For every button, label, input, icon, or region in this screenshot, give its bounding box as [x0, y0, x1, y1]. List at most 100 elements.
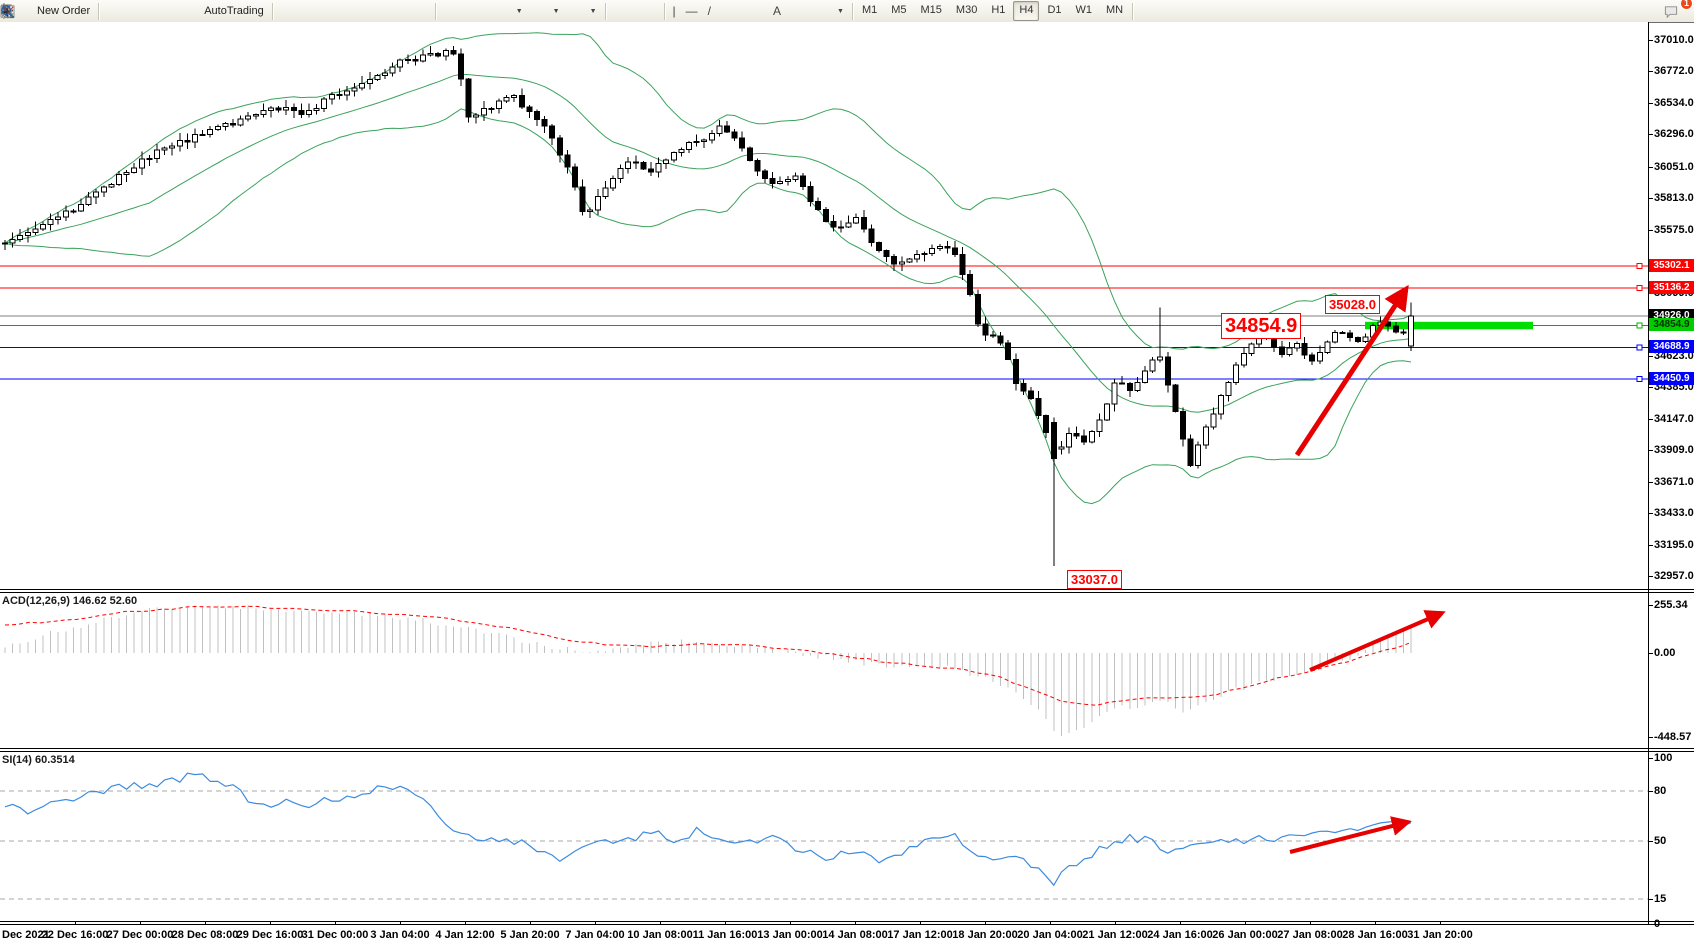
axis-tick — [1648, 134, 1653, 135]
axis-tick-label: 35813.0 — [1654, 192, 1694, 204]
time-axis-label: 27 Jan 08:00 — [1277, 929, 1343, 941]
autotrading-button[interactable]: AutoTrading — [0, 0, 269, 22]
axis-tick-label: 33433.0 — [1654, 507, 1694, 519]
timeframe-button-m15[interactable]: M15 — [920, 4, 942, 16]
time-tick — [920, 921, 921, 925]
axis-tick-label: 33671.0 — [1654, 476, 1694, 488]
bar-chart-icon — [1, 3, 297, 19]
zoom-in-button[interactable] — [1, 0, 380, 22]
label-tool-button[interactable]: T — [0, 0, 812, 22]
auto-scroll-button[interactable] — [0, 0, 465, 22]
svg-text:T: T — [4, 7, 11, 18]
trend-arrow-rsi — [1289, 816, 1412, 854]
signal-icon — [3, 3, 175, 19]
cursor-icon — [3, 3, 630, 19]
new-order-button[interactable]: New Order — [1, 0, 95, 22]
timeframe-button-d1[interactable]: D1 — [1047, 4, 1062, 16]
new-chart-button[interactable]: ▼ — [1, 0, 528, 22]
axis-tick — [1648, 450, 1653, 451]
time-axis-label: 3 Jan 04:00 — [370, 929, 430, 941]
time-axis-label: 29 Dec 16:00 — [236, 929, 304, 941]
price-annotation-label[interactable]: 33037.0 — [1067, 570, 1122, 589]
line-chart-button[interactable] — [0, 0, 354, 22]
separator — [98, 2, 100, 20]
bar-chart-button[interactable] — [1, 0, 302, 22]
axis-tick — [1648, 605, 1653, 606]
axis-tick-label: 33909.0 — [1654, 444, 1694, 456]
time-axis-label: 22 Dec 16:00 — [41, 929, 109, 941]
time-tick — [335, 921, 336, 925]
toolbar: New Order AutoTrading — [0, 0, 1694, 23]
crosshair-tool-button[interactable] — [0, 0, 661, 22]
axis-tick — [1648, 841, 1653, 842]
vline-tool-button[interactable]: | — [668, 0, 681, 22]
timeframe-button-m30[interactable]: M30 — [955, 4, 978, 16]
time-tick — [140, 921, 141, 925]
time-axis-label: 7 Jan 04:00 — [565, 929, 625, 941]
panel-separator[interactable] — [0, 589, 1694, 593]
line-chart-icon — [0, 3, 349, 19]
trendline-tool-button[interactable]: / — [703, 0, 716, 22]
axis-tick-label: 36772.0 — [1654, 65, 1694, 77]
axis-tick — [1648, 653, 1653, 654]
indicators-button[interactable]: ▼ — [0, 0, 602, 22]
rsi-indicator-panel[interactable] — [0, 752, 1648, 921]
axis-tick — [1648, 167, 1653, 168]
terminal-button[interactable] — [0, 0, 154, 22]
time-tick — [465, 921, 466, 925]
axis-tick — [1648, 40, 1653, 41]
channel-tool-button[interactable]: E — [0, 0, 742, 22]
price-annotation-label[interactable]: 35028.0 — [1325, 295, 1380, 314]
price-tag: 34450.9 — [1649, 372, 1694, 385]
shapes-tool-button[interactable]: ▼ — [1, 0, 849, 22]
time-tick — [1440, 921, 1441, 925]
computer-icon — [0, 3, 149, 19]
profiles-button[interactable]: ▼ — [0, 0, 565, 22]
time-tick — [855, 921, 856, 925]
text-tool-button[interactable]: A — [768, 0, 786, 22]
time-tick — [1115, 921, 1116, 925]
time-tick — [270, 921, 271, 925]
cursor-tool-button[interactable] — [3, 0, 635, 22]
timeframe-button-m5[interactable]: M5 — [891, 4, 907, 16]
indicators-icon — [0, 3, 586, 19]
main-price-chart[interactable] — [0, 22, 1648, 589]
time-tick — [1180, 921, 1181, 925]
fibonacci-tool-button[interactable]: F — [0, 0, 768, 22]
axis-tick-label: 32957.0 — [1654, 570, 1694, 582]
hline-tool-button[interactable]: — — [681, 0, 703, 22]
signals-button[interactable] — [3, 0, 180, 22]
price-annotation-label[interactable]: 34854.9 — [1221, 313, 1302, 339]
time-axis-label: 31 Jan 20:00 — [1407, 929, 1473, 941]
axis-tick — [1648, 737, 1653, 738]
timeframe-button-w1[interactable]: W1 — [1075, 4, 1093, 16]
timeframe-button-mn[interactable]: MN — [1106, 4, 1124, 16]
panel-separator[interactable] — [0, 748, 1694, 752]
price-tag: 34688.9 — [1649, 340, 1694, 353]
search-button[interactable] — [1, 0, 1662, 22]
notifications-button[interactable]: 1 — [1662, 0, 1693, 22]
chart-shift-button[interactable] — [0, 0, 491, 22]
time-axis-label: 13 Jan 00:00 — [757, 929, 823, 941]
trend-arrow-main — [1294, 284, 1409, 457]
auto-scroll-icon — [0, 3, 460, 19]
axis-tick — [1648, 899, 1653, 900]
axis-tick — [1648, 103, 1653, 104]
separator — [851, 2, 853, 20]
axis-tick-label: 36051.0 — [1654, 161, 1694, 173]
timeframe-button-m1[interactable]: M1 — [861, 4, 878, 16]
axis-tick-label: 36296.0 — [1654, 128, 1694, 140]
tile-windows-icon — [0, 3, 427, 19]
price-axis-line — [1648, 22, 1649, 925]
macd-indicator-panel[interactable] — [0, 593, 1648, 748]
zoom-out-button[interactable] — [1, 0, 406, 22]
time-tick — [660, 921, 661, 925]
timeframe-button-h4[interactable]: H4 — [1013, 1, 1040, 21]
mql-market-button[interactable] — [1, 0, 128, 22]
timeframe-button-h1[interactable]: H1 — [991, 4, 1006, 16]
vertical-line-icon: | — [672, 4, 676, 18]
axis-tick — [1648, 924, 1653, 925]
candle-chart-button[interactable] — [1, 0, 328, 22]
tile-windows-button[interactable] — [0, 0, 432, 22]
panel-separator — [0, 921, 1694, 925]
